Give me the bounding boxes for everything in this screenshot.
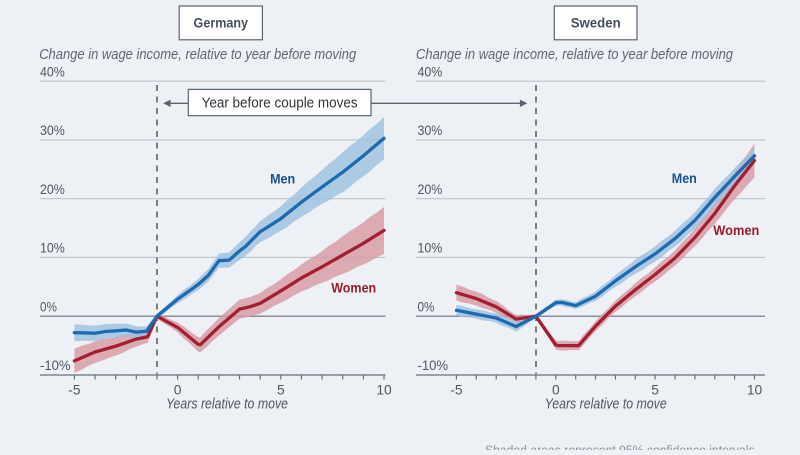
svg-text:Shaded areas represent 95% con: Shaded areas represent 95% confidence in… xyxy=(485,444,758,451)
svg-text:Change in wage income, relativ: Change in wage income, relative to year … xyxy=(416,47,733,63)
svg-text:-10%: -10% xyxy=(418,358,449,374)
svg-text:10%: 10% xyxy=(418,241,443,257)
svg-text:-10%: -10% xyxy=(40,358,71,374)
svg-text:10: 10 xyxy=(747,383,763,398)
svg-text:0: 0 xyxy=(174,383,182,398)
svg-text:30%: 30% xyxy=(40,123,65,139)
svg-text:0: 0 xyxy=(552,383,560,398)
svg-text:Sweden: Sweden xyxy=(571,16,621,31)
svg-text:-5: -5 xyxy=(68,383,81,398)
svg-text:30%: 30% xyxy=(418,123,443,139)
svg-text:Men: Men xyxy=(672,170,697,186)
svg-text:20%: 20% xyxy=(418,182,443,198)
svg-text:Years relative to move: Years relative to move xyxy=(545,397,667,413)
svg-text:10%: 10% xyxy=(40,241,65,257)
svg-text:20%: 20% xyxy=(40,182,65,198)
svg-text:40%: 40% xyxy=(418,64,443,80)
svg-text:0%: 0% xyxy=(418,299,435,315)
svg-text:Years relative to move: Years relative to move xyxy=(166,397,288,413)
svg-text:5: 5 xyxy=(651,383,659,398)
svg-text:Women: Women xyxy=(331,280,376,296)
svg-text:10: 10 xyxy=(376,383,392,398)
svg-text:-5: -5 xyxy=(450,383,463,398)
svg-text:Germany: Germany xyxy=(194,16,249,31)
svg-text:Women: Women xyxy=(713,222,759,238)
svg-text:0%: 0% xyxy=(40,299,57,315)
svg-text:Year before couple moves: Year before couple moves xyxy=(202,96,358,112)
svg-text:5: 5 xyxy=(277,383,285,398)
svg-text:Men: Men xyxy=(270,170,295,186)
svg-text:Change in wage income, relativ: Change in wage income, relative to year … xyxy=(39,47,356,63)
svg-text:40%: 40% xyxy=(40,64,65,80)
